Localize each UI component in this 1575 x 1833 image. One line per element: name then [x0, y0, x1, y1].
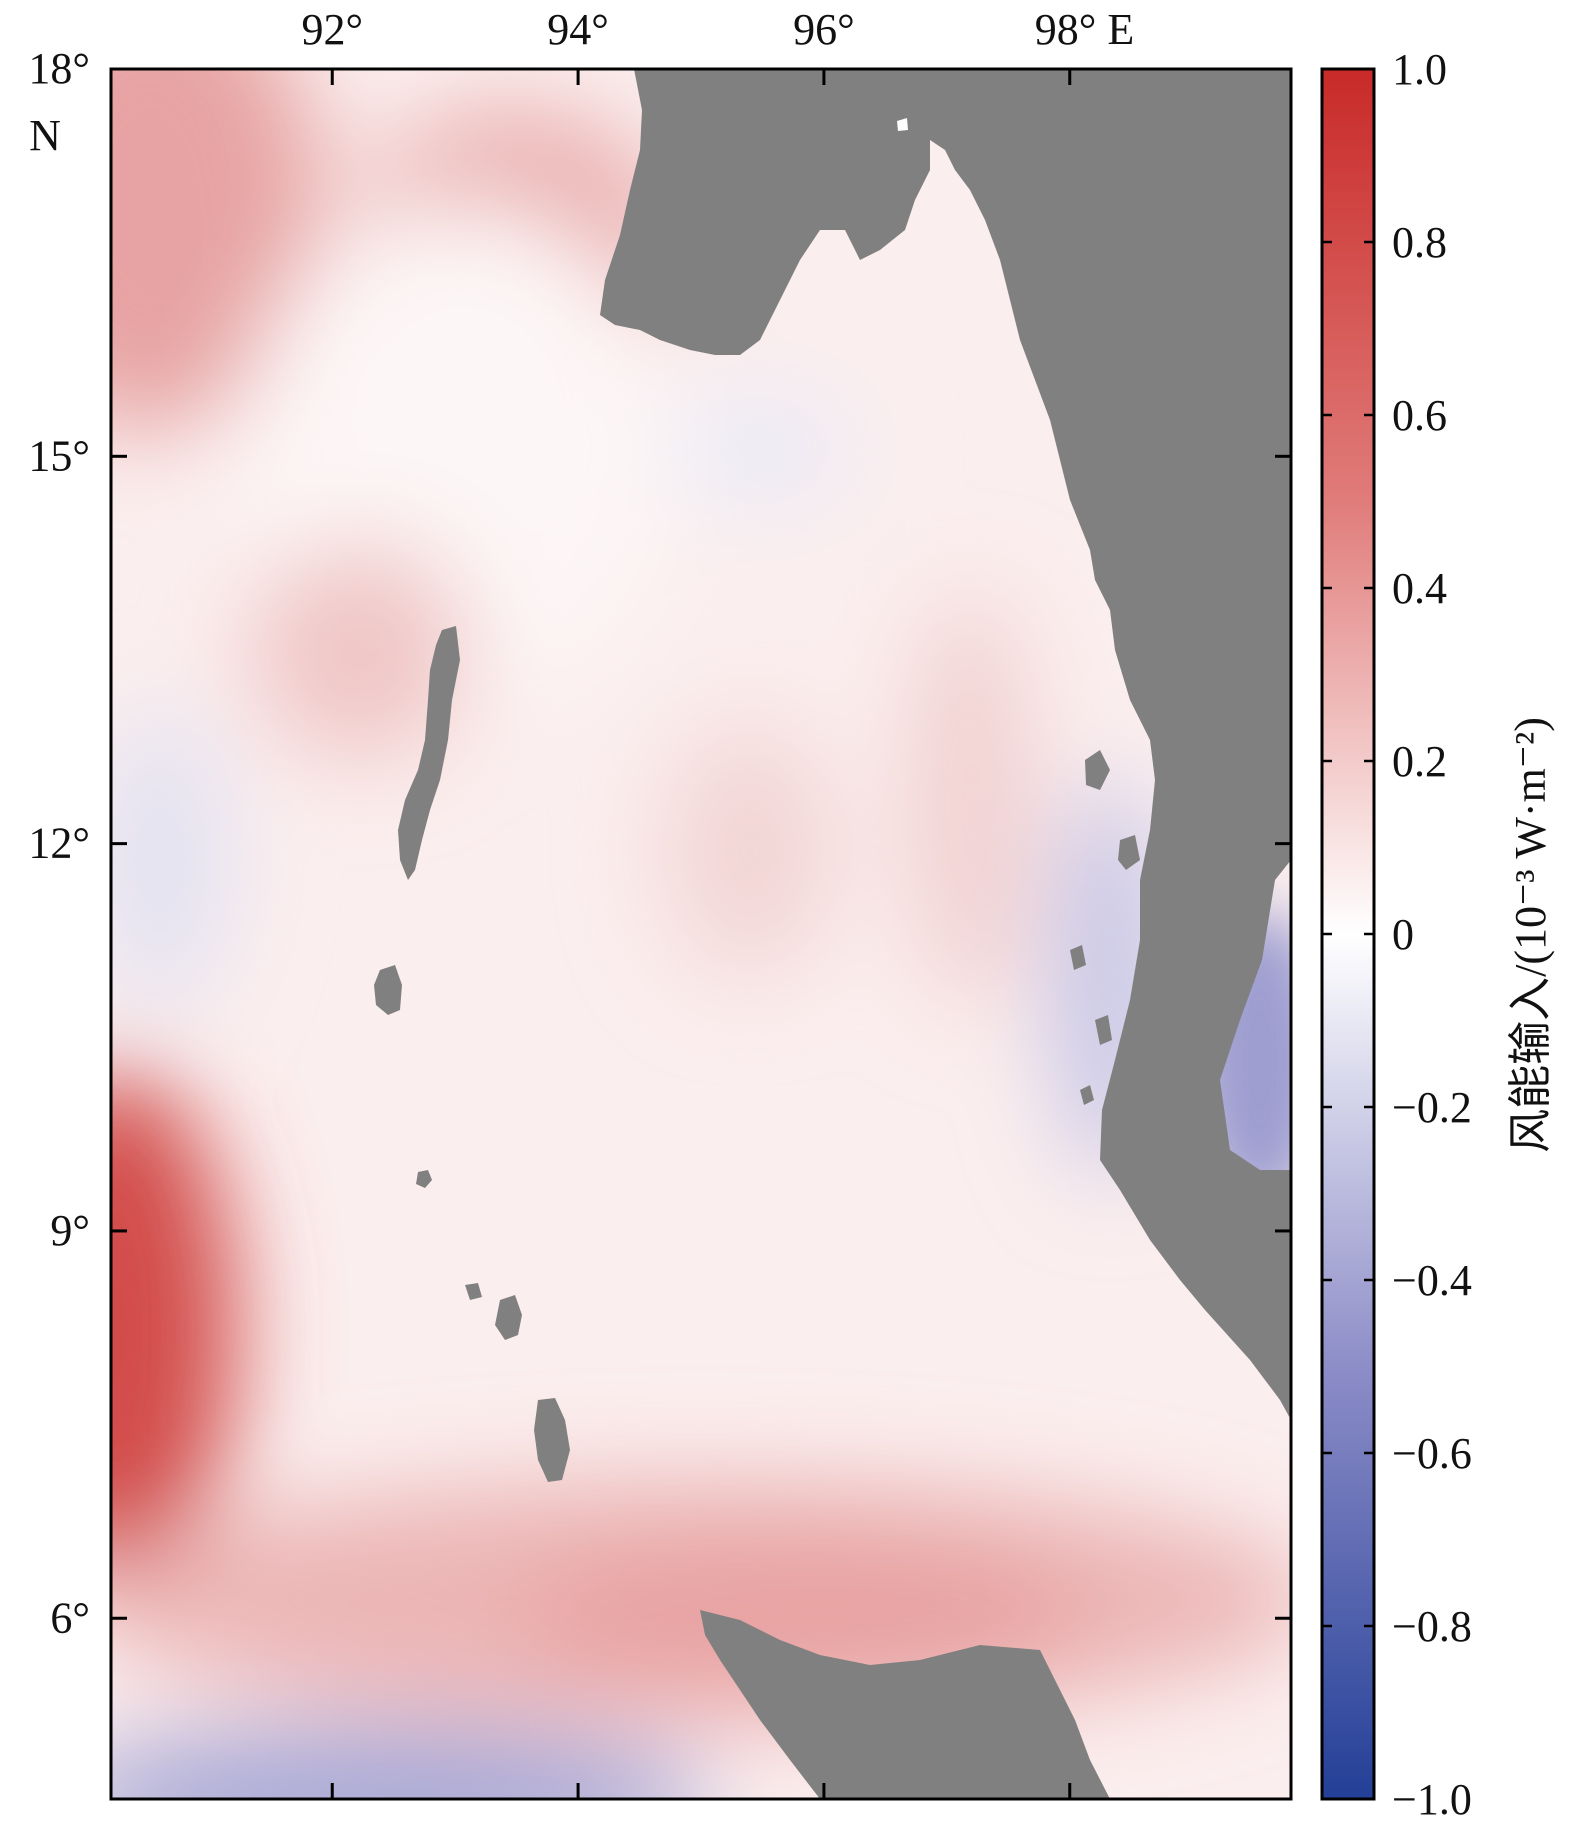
- colorbar-tick-label-6: −0.2: [1392, 1083, 1472, 1132]
- y-tick-label-1: 15°: [28, 431, 90, 480]
- colorbar-tick-label-3: 0.4: [1392, 564, 1447, 613]
- great-nicobar-island: [534, 1398, 570, 1482]
- colorbar-tick-label-7: −0.4: [1392, 1256, 1472, 1305]
- field-blob-west-8n: [111, 1070, 235, 1590]
- colorbar-tick-labels: 1.0 0.8 0.6 0.4 0.2 0 −0.2 −0.4 −0.6 −0.8 −1.0: [1392, 45, 1472, 1824]
- colorbar-title: 风能输入/(10⁻³ W·m⁻²): [1506, 717, 1555, 1153]
- x-tick-label-2: 96°: [793, 5, 855, 54]
- little-andaman-island: [374, 965, 402, 1015]
- y-tick-label-3: 9°: [50, 1206, 90, 1255]
- y-tick-label-0: 18°: [28, 44, 90, 93]
- map-panel: [111, 69, 1291, 1799]
- colorbar-tick-label-1: 0.8: [1392, 218, 1447, 267]
- myanmar-thailand-land: [600, 69, 1291, 1420]
- field-blob-west-low: [111, 710, 230, 1010]
- map-frame: [109, 67, 1293, 1801]
- map-tick-labels: 92° 94° 96° 98° E 18° 15° 12° 9° 6°: [28, 5, 1134, 1642]
- car-nicobar-island: [416, 1170, 432, 1188]
- colorbar-tick-label-10: −1.0: [1392, 1775, 1472, 1824]
- y-tick-label-4: 6°: [50, 1593, 90, 1642]
- colorbar-tick-label-0: 1.0: [1392, 45, 1447, 94]
- north-andaman-island: [398, 626, 460, 880]
- x-tick-label-1: 94°: [547, 5, 609, 54]
- field-blob-middle-13n: [250, 540, 470, 760]
- small-island-white: [897, 118, 908, 131]
- colorbar-tick-label-5: 0: [1392, 910, 1414, 959]
- colorbar-tick-label-8: −0.6: [1392, 1429, 1472, 1478]
- colorbar-tick-label-4: 0.2: [1392, 737, 1447, 786]
- nicobar-islands: [465, 1283, 522, 1340]
- x-tick-label-3: 98° E: [1035, 5, 1134, 54]
- land-masses: [374, 69, 1291, 1799]
- sumatra-land: [700, 1610, 1110, 1799]
- x-tick-label-0: 92°: [301, 5, 363, 54]
- y-axis-top-suffix: N: [29, 111, 61, 160]
- mergui-archipelago: [1070, 750, 1140, 1105]
- field-blob-south-low: [111, 1725, 710, 1799]
- colorbar-tick-marks: [1322, 67, 1374, 1801]
- field-blob-center-high: [660, 720, 840, 980]
- map-tick-marks: [111, 67, 1291, 1799]
- colorbar: 1.0 0.8 0.6 0.4 0.2 0 −0.2 −0.4 −0.6 −0.8 −1.0 风能输…: [1320, 45, 1555, 1824]
- field-blob-east-high: [910, 590, 1030, 1010]
- colorbar-tick-label-2: 0.6: [1392, 391, 1447, 440]
- y-tick-label-2: 12°: [28, 819, 90, 868]
- field-blob-andaman-low: [640, 390, 860, 510]
- colorbar-tick-label-9: −0.8: [1392, 1602, 1472, 1651]
